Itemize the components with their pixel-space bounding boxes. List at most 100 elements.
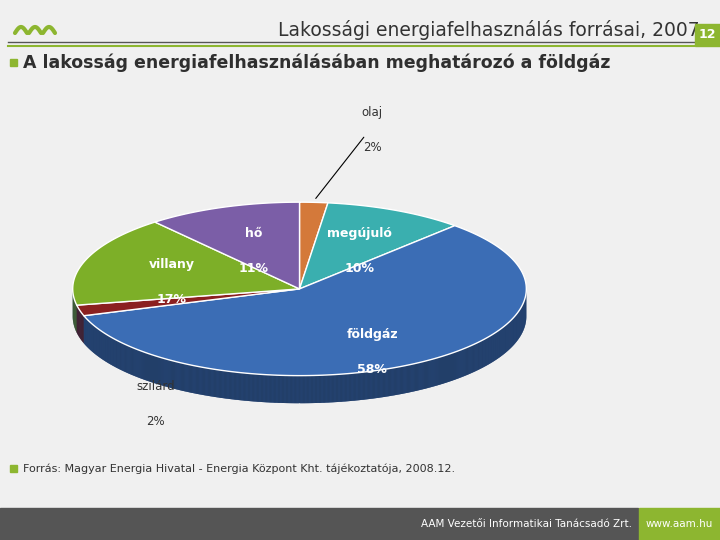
Polygon shape [383,369,384,397]
Polygon shape [468,347,469,375]
Polygon shape [458,350,459,379]
Polygon shape [455,352,456,380]
Polygon shape [191,365,192,393]
Polygon shape [236,372,238,400]
Polygon shape [225,371,226,399]
Polygon shape [446,355,447,383]
Text: 2%: 2% [363,141,382,154]
Polygon shape [482,340,483,368]
Polygon shape [234,372,235,400]
Polygon shape [133,348,134,376]
Polygon shape [130,347,131,375]
Polygon shape [401,366,402,394]
Polygon shape [366,372,368,400]
Polygon shape [264,375,266,402]
Polygon shape [254,374,256,402]
Polygon shape [368,372,369,399]
Polygon shape [158,357,159,384]
Text: földgáz: földgáz [346,328,398,341]
Bar [10,59,17,66]
Polygon shape [161,357,162,386]
Polygon shape [239,373,240,400]
Polygon shape [321,375,323,403]
Polygon shape [469,346,471,374]
Polygon shape [266,375,267,402]
Polygon shape [186,364,188,392]
Polygon shape [334,375,336,402]
Polygon shape [340,374,341,402]
Polygon shape [436,358,437,386]
Polygon shape [375,370,377,398]
Polygon shape [198,367,199,394]
Polygon shape [419,362,420,390]
Polygon shape [337,374,338,402]
Polygon shape [420,362,422,390]
Polygon shape [312,375,313,403]
Polygon shape [438,357,439,385]
Polygon shape [155,202,300,289]
Polygon shape [215,369,216,397]
Polygon shape [399,367,400,395]
Bar [0,508,638,540]
Polygon shape [444,355,445,383]
Polygon shape [172,361,173,388]
Polygon shape [464,348,465,376]
Polygon shape [478,342,479,370]
Polygon shape [137,349,138,377]
Polygon shape [292,376,294,403]
Polygon shape [224,370,225,399]
Polygon shape [204,368,205,395]
Polygon shape [286,375,287,403]
Polygon shape [113,338,114,366]
Polygon shape [380,370,382,397]
Polygon shape [238,372,239,400]
Polygon shape [305,376,307,403]
Polygon shape [397,367,399,395]
Polygon shape [465,348,466,376]
Text: Forrás: Magyar Energia Hivatal - Energia Központ Kht. tájékoztatója, 2008.12.: Forrás: Magyar Energia Hivatal - Energia… [23,464,455,474]
Polygon shape [182,363,183,391]
Polygon shape [431,359,433,387]
Polygon shape [159,357,160,385]
Polygon shape [117,341,119,369]
Polygon shape [151,354,152,382]
Text: megújuló: megújuló [327,227,392,240]
Polygon shape [248,373,249,401]
Polygon shape [363,372,364,400]
Polygon shape [147,353,148,381]
Polygon shape [459,350,461,378]
Polygon shape [308,375,310,403]
Polygon shape [179,362,181,390]
Polygon shape [160,357,161,385]
Polygon shape [253,374,254,401]
Polygon shape [199,367,200,395]
Polygon shape [345,374,346,401]
Polygon shape [311,375,312,403]
Polygon shape [359,373,360,400]
Polygon shape [303,376,304,403]
Polygon shape [450,353,451,381]
Polygon shape [462,349,464,377]
Polygon shape [257,374,258,402]
Polygon shape [353,373,354,401]
Polygon shape [474,343,476,372]
Polygon shape [400,367,401,394]
Polygon shape [294,376,295,403]
Polygon shape [360,372,361,400]
Polygon shape [262,374,264,402]
Polygon shape [221,370,222,398]
Polygon shape [217,370,219,397]
Polygon shape [302,376,303,403]
Text: Lakossági energiafelhasználás forrásai, 2007: Lakossági energiafelhasználás forrásai, … [279,20,700,40]
Polygon shape [214,369,215,397]
Polygon shape [451,353,452,381]
Polygon shape [300,203,455,289]
Polygon shape [271,375,272,403]
Polygon shape [144,352,145,380]
Polygon shape [422,362,423,389]
Polygon shape [323,375,324,403]
Polygon shape [387,369,389,396]
Polygon shape [416,363,417,391]
Polygon shape [228,371,229,399]
Polygon shape [315,375,316,403]
